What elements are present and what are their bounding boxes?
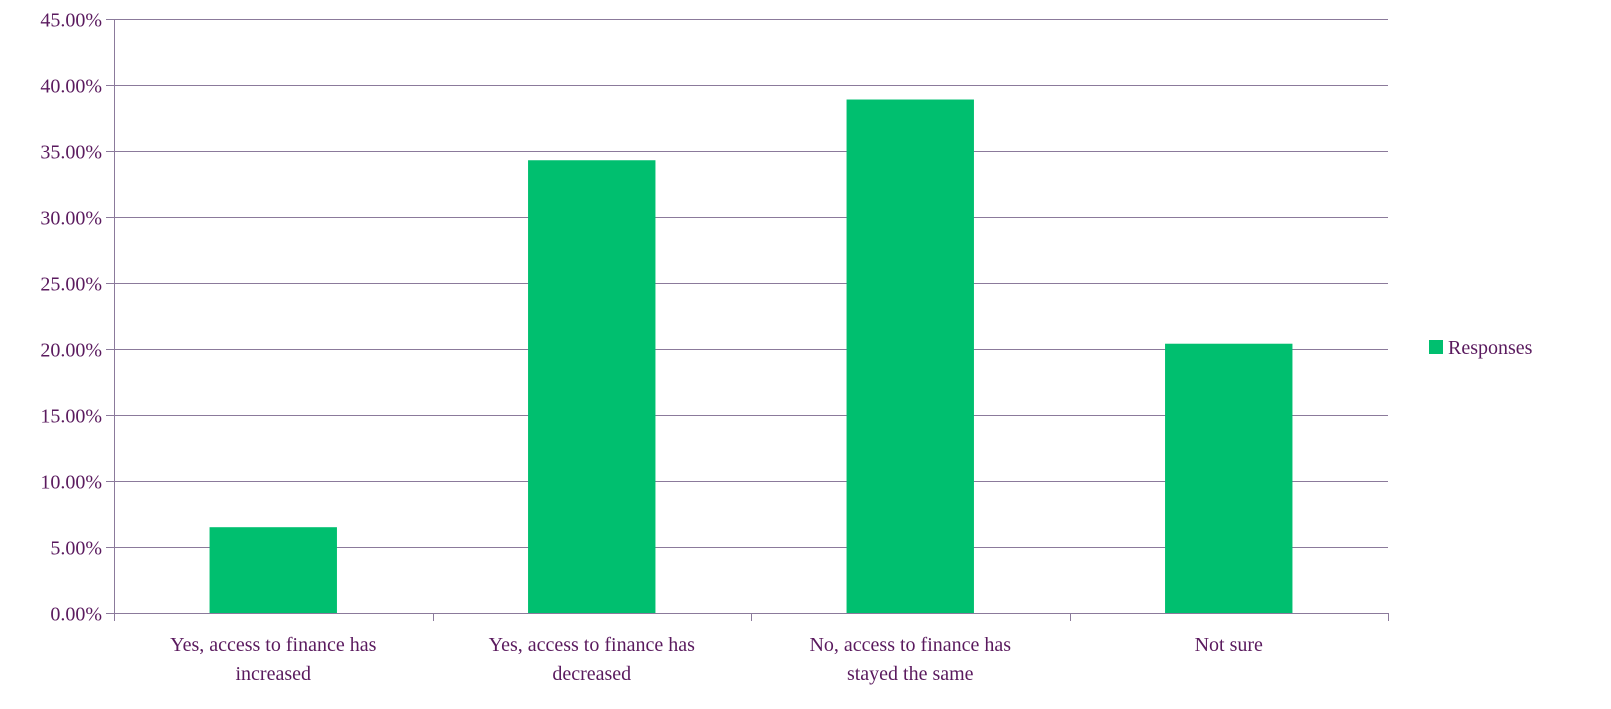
x-tick-label-line: stayed the same (847, 663, 974, 685)
axes (106, 19, 1389, 621)
y-axis-tick-labels: 0.00% 5.00% 10.00% 15.00% 20.00% 25.00% 30.00%… (40, 10, 102, 626)
x-tick-label-line: No, access to finance has (809, 634, 1011, 656)
x-tick-label: No, access to finance has stayed the same (809, 634, 1011, 685)
bar (1165, 343, 1293, 613)
y-tick-label: 0.00% (50, 604, 102, 626)
y-tick-label: 35.00% (40, 142, 102, 164)
bar (209, 527, 337, 613)
x-tick-label-line: Yes, access to finance has (489, 634, 695, 656)
x-tick-label-line: increased (235, 663, 311, 685)
bars (209, 99, 1293, 614)
x-tick-label-line: Not sure (1195, 634, 1263, 656)
legend-label: Responses (1448, 337, 1533, 359)
gridlines (114, 19, 1388, 548)
y-tick-label: 30.00% (40, 208, 102, 230)
bar (528, 160, 656, 614)
bar (846, 99, 974, 613)
legend: Responses (1429, 337, 1533, 359)
y-tick-label: 25.00% (40, 274, 102, 296)
y-tick-label: 15.00% (40, 406, 102, 428)
x-tick-label-line: Yes, access to finance has (170, 634, 376, 656)
y-tick-label: 45.00% (40, 10, 102, 32)
y-tick-label: 20.00% (40, 340, 102, 362)
y-tick-label: 10.00% (40, 472, 102, 494)
y-tick-label: 5.00% (50, 538, 102, 560)
x-tick-label-line: decreased (552, 663, 631, 685)
x-axis-tick-labels: Yes, access to finance has increasedYes, … (170, 634, 1263, 685)
x-tick-label: Yes, access to finance has decreased (489, 634, 695, 685)
x-tick-label: Yes, access to finance has increased (170, 634, 376, 685)
x-tick-label: Not sure (1195, 634, 1263, 656)
y-tick-label: 40.00% (40, 76, 102, 98)
legend-swatch (1429, 340, 1443, 354)
